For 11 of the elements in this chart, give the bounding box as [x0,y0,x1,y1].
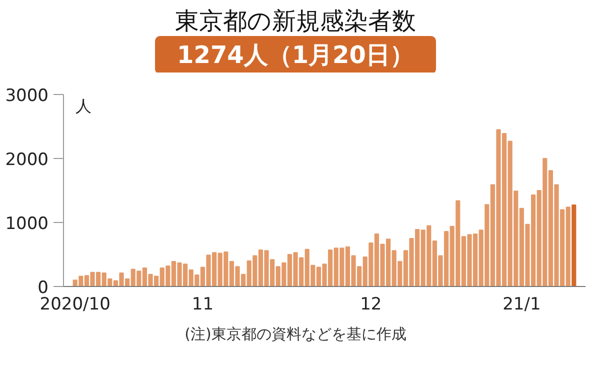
x-tick-label: 12 [360,294,382,314]
y-tick-label: 3000 [5,86,48,106]
bar [572,204,576,286]
y-tick-label: 2000 [5,150,48,170]
y-axis-title: 人 [76,96,92,116]
chart-title: 東京都の新規感染者数 [175,6,416,37]
x-tick-label: 21/1 [502,294,541,314]
y-tick-label: 1000 [5,214,48,234]
text: (注)東京都の資料などを基に作成 [184,324,406,345]
chart-subtitle: 1274人（1月20日） [155,36,436,74]
x-tick-label: 11 [192,294,214,314]
